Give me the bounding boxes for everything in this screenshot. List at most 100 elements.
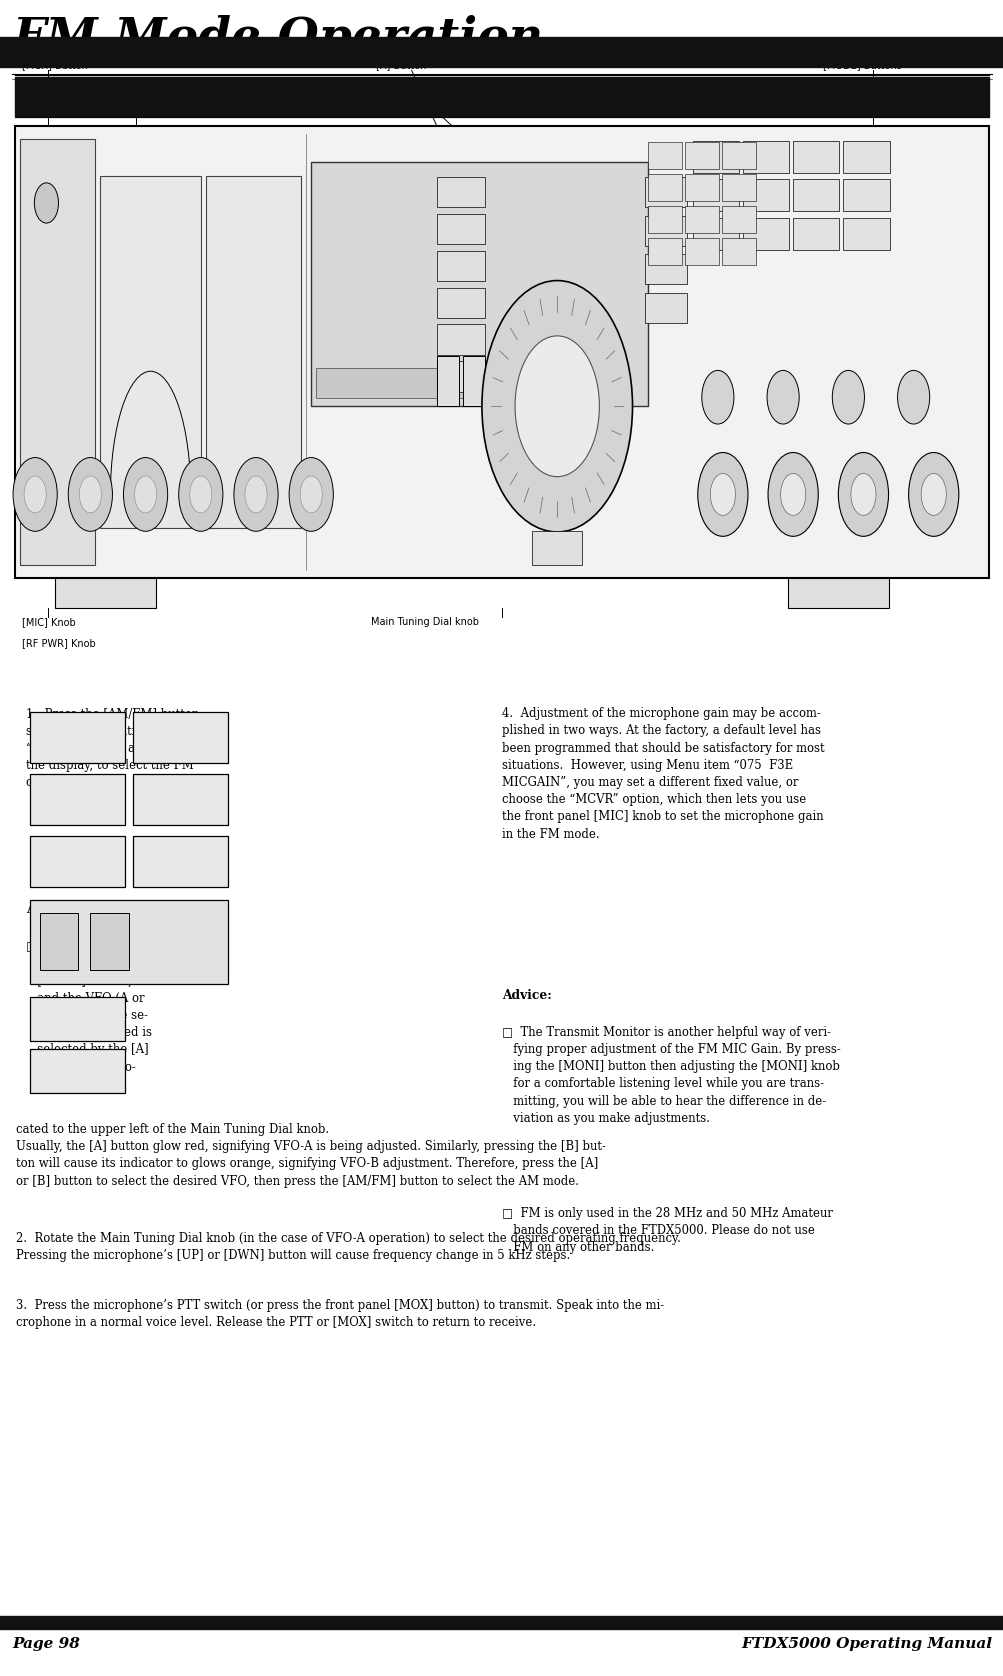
Text: [RF PWR] Knob: [RF PWR] Knob [22,639,95,649]
Bar [647,206,681,233]
Circle shape [766,370,798,424]
Bar [792,179,839,211]
Text: Advice:: Advice: [26,903,76,917]
Bar [721,238,755,265]
Text: T X: T X [579,220,595,230]
Text: USB: USB [165,731,195,744]
Text: SK-IN: SK-IN [855,191,877,199]
Bar [647,238,681,265]
Circle shape [289,458,333,531]
Text: 3.5: 3.5 [695,153,707,159]
Text: AM/FM: AM/FM [751,191,779,199]
Text: 24.5: 24.5 [693,216,709,223]
Text: 7.0: 7.0 [732,153,744,159]
Bar [843,179,889,211]
Text: R X: R X [519,220,535,230]
Circle shape [123,458,168,531]
Bar [721,142,755,169]
Text: LSB: LSB [707,153,723,161]
Bar [436,362,484,392]
Bar [792,141,839,173]
Text: 10: 10 [660,184,668,191]
Text: A<=B: A<=B [654,226,676,235]
Text: RCL: RCL [64,1064,91,1078]
Text: 2.  Rotate the Main Tuning Dial knob (in the case of VFO-A operation) to select : 2. Rotate the Main Tuning Dial knob (in … [16,1232,680,1262]
Text: cated to the upper left of the Main Tuning Dial knob.
Usually, the [A] button gl: cated to the upper left of the Main Tuni… [16,1123,606,1188]
Text: 14: 14 [697,184,705,191]
Bar [55,578,155,608]
Text: □  FM is only used in the 28 MHz and 50 MHz Amateur
   bands covered in the FTDX: □ FM is only used in the 28 MHz and 50 M… [502,1207,832,1254]
Text: 18: 18 [734,184,742,191]
Text: ON
OFF: ON OFF [41,198,51,208]
Bar [132,712,228,763]
Text: [MIC] Knob: [MIC] Knob [22,617,76,627]
Bar [20,139,95,565]
Text: 0.000: 0.000 [331,377,360,387]
Bar [15,126,988,578]
Bar [436,251,484,282]
Text: [MOX] Button: [MOX] Button [22,60,88,70]
Circle shape [24,476,46,513]
Text: V/M: V/M [658,265,672,273]
Text: A: A [52,934,66,950]
Circle shape [921,473,945,516]
Bar [644,216,686,246]
Text: FTDX5000 Operating Manual: FTDX5000 Operating Manual [740,1637,991,1651]
Circle shape [838,453,888,536]
Text: 4.  Adjustment of the microphone gain may be accom-
plished in two ways. At the : 4. Adjustment of the microphone gain may… [502,707,823,841]
Circle shape [908,453,958,536]
Bar [532,531,582,565]
Text: UP: UP [860,230,872,238]
Bar [684,206,718,233]
Bar [462,355,484,406]
Text: □  The operating mode is
   selected using the
   [MODE] button,
   and the VFO : □ The operating mode is selected using t… [26,940,178,1074]
Bar [692,179,738,211]
Bar [721,174,755,201]
Text: DOWN: DOWN [801,230,829,238]
Text: NAR: NAR [451,261,469,270]
Circle shape [697,453,747,536]
Bar [787,578,888,608]
Circle shape [710,473,734,516]
Circle shape [68,458,112,531]
Bar [100,176,201,528]
Text: Main Tuning Dial knob: Main Tuning Dial knob [371,617,479,627]
Text: C W: C W [707,191,723,199]
Text: M=>A: M=>A [653,303,677,312]
Bar [436,215,484,245]
Bar [30,836,125,887]
Bar [30,1049,125,1093]
Circle shape [245,476,267,513]
Bar [30,712,125,763]
Text: MENU: MENU [544,543,570,553]
Text: A=>B: A=>B [654,188,676,196]
Bar [644,293,686,323]
Circle shape [13,458,57,531]
Bar [0,1616,1003,1629]
Text: STO: STO [452,188,468,196]
Bar [90,913,128,970]
Bar [684,142,718,169]
Bar [684,238,718,265]
Circle shape [897,370,929,424]
Text: SPLIT: SPLIT [449,298,471,307]
Text: 1.8: 1.8 [658,153,670,159]
Text: 1.  Press the [AM/FM] button
several times, until the
“■■■” icon will appear in
: 1. Press the [AM/FM] button several time… [26,707,200,789]
Text: GEN: GEN [657,248,671,255]
Text: 50: 50 [697,248,705,255]
Circle shape [234,458,278,531]
Text: ENT: ENT [731,248,745,255]
Bar [316,367,500,397]
Circle shape [79,476,101,513]
Text: KEY: KEY [807,191,823,199]
Circle shape [851,473,875,516]
Text: LSB: LSB [64,731,91,744]
Bar [692,218,738,250]
Bar [692,141,738,173]
Text: RCL: RCL [452,225,468,233]
Bar [644,178,686,208]
Text: STO: STO [63,1012,92,1026]
Text: □  The Transmit Monitor is another helpful way of veri-
   fying proper adjustme: □ The Transmit Monitor is another helpfu… [502,1026,840,1125]
Circle shape [767,453,817,536]
Text: 21: 21 [660,216,668,223]
